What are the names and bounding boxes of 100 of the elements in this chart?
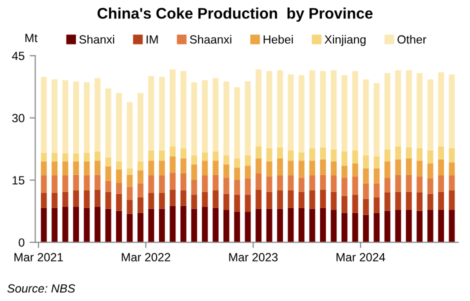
bar <box>395 210 402 242</box>
bar <box>223 194 230 210</box>
bar <box>170 156 176 173</box>
bar <box>438 72 444 147</box>
bar <box>158 176 165 193</box>
bar <box>202 160 208 176</box>
bar <box>416 192 423 211</box>
bar <box>52 79 58 153</box>
bar <box>223 81 230 156</box>
bar <box>180 71 186 148</box>
bar <box>341 75 348 152</box>
bar <box>406 192 412 210</box>
bar <box>352 212 358 242</box>
bar <box>341 178 348 196</box>
bar <box>138 212 144 242</box>
bar <box>277 70 283 148</box>
bar <box>277 158 283 176</box>
bar <box>62 161 68 176</box>
bar <box>234 180 240 195</box>
bar <box>256 173 262 190</box>
bar <box>384 161 390 178</box>
bar <box>320 174 326 190</box>
bar <box>395 159 402 175</box>
bar <box>105 166 112 181</box>
bar <box>40 192 47 208</box>
bar <box>73 81 79 154</box>
bar <box>244 166 251 178</box>
bar <box>416 148 423 161</box>
bar <box>105 180 112 192</box>
bar <box>406 210 412 242</box>
legend-label: Hebei <box>264 34 293 44</box>
source-note: Source: NBS <box>7 284 76 293</box>
bar <box>116 169 122 183</box>
bar <box>309 208 316 242</box>
bar <box>212 174 219 190</box>
bar <box>40 152 47 162</box>
bar <box>234 158 240 168</box>
bar <box>438 159 444 176</box>
bar <box>138 198 144 213</box>
bar <box>158 150 165 161</box>
bar <box>212 78 219 152</box>
bar <box>170 172 176 190</box>
bar <box>277 176 283 190</box>
bar <box>126 174 133 187</box>
bar <box>126 214 133 242</box>
bar <box>158 76 165 150</box>
bar <box>94 151 100 161</box>
bar <box>223 164 230 178</box>
bar <box>362 198 369 215</box>
bar <box>330 70 337 150</box>
bar <box>448 162 455 176</box>
bar <box>52 208 58 242</box>
bar <box>277 208 283 242</box>
bar <box>288 190 294 208</box>
x-tick-label: Mar 2024 <box>336 253 386 262</box>
bar <box>73 206 79 242</box>
bar <box>448 148 455 162</box>
bar <box>309 148 316 161</box>
bar <box>202 80 208 152</box>
bar <box>116 194 122 211</box>
bar <box>191 208 198 242</box>
bar <box>148 150 154 161</box>
bar <box>212 208 219 242</box>
bar <box>362 183 369 199</box>
bar <box>52 161 58 176</box>
legend-label: Other <box>398 34 426 44</box>
bar <box>320 190 326 208</box>
bar <box>352 194 358 213</box>
bar <box>374 198 380 213</box>
y-tick-label: 15 <box>12 176 24 184</box>
bar <box>148 192 154 209</box>
bar <box>352 71 358 150</box>
bar <box>244 155 251 166</box>
bar <box>126 168 133 175</box>
bar <box>266 71 272 148</box>
bar <box>427 210 434 242</box>
bar <box>448 190 455 210</box>
bar <box>84 176 90 190</box>
bar <box>191 180 198 195</box>
bar <box>406 147 412 159</box>
bar <box>212 151 219 161</box>
bar <box>234 212 240 242</box>
bar <box>234 87 240 159</box>
bar <box>309 176 316 190</box>
bar <box>223 210 230 242</box>
bar <box>116 183 122 194</box>
bar <box>374 183 380 198</box>
bar <box>320 147 326 160</box>
bar <box>191 194 198 209</box>
bar <box>116 93 122 162</box>
bar <box>84 190 90 208</box>
bar <box>148 208 154 242</box>
bar <box>374 212 380 242</box>
bar <box>298 160 304 178</box>
bar <box>438 176 444 192</box>
bar <box>341 196 348 213</box>
bar <box>320 208 326 242</box>
bar <box>148 160 154 176</box>
bar <box>158 160 165 176</box>
bar <box>309 190 316 209</box>
